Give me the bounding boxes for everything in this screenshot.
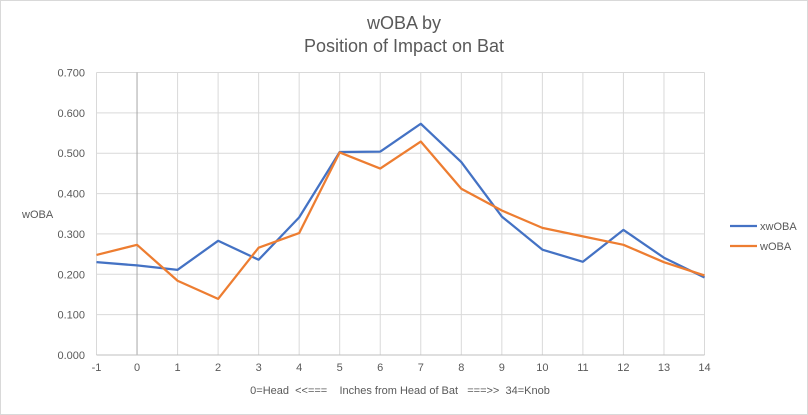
chart-title-line-2: Position of Impact on Bat <box>304 36 504 56</box>
x-tick-label: 5 <box>337 362 343 374</box>
y-tick-label: 0.700 <box>57 68 85 80</box>
x-tick-label: 0 <box>134 362 140 374</box>
y-axis-label: wOBA <box>21 209 54 221</box>
y-tick-label: 0.000 <box>57 350 85 362</box>
series-line-xwoba <box>96 122 705 279</box>
x-tick-label: 13 <box>658 362 670 374</box>
x-tick-label: -1 <box>92 362 102 374</box>
x-tick-label: 2 <box>215 362 221 374</box>
series-line-woba <box>96 140 705 301</box>
x-tick-label: 10 <box>536 362 548 374</box>
x-tick-label: 4 <box>296 362 302 374</box>
x-axis-label: 0=Head <<=== Inches from Head of Bat ===… <box>250 385 550 397</box>
y-tick-label: 0.400 <box>57 189 85 201</box>
x-tick-label: 1 <box>175 362 181 374</box>
x-tick-label: 6 <box>377 362 383 374</box>
y-tick-label: 0.600 <box>57 108 85 120</box>
x-tick-label: 3 <box>256 362 262 374</box>
y-tick-label: 0.100 <box>57 310 85 322</box>
x-tick-label: 11 <box>577 362 588 374</box>
legend-label-woba: wOBA <box>759 241 792 253</box>
x-tick-label: 12 <box>617 362 629 374</box>
chart-title-line-1: wOBA by <box>366 13 441 33</box>
y-tick-label: 0.500 <box>57 148 85 160</box>
legend-label-xwoba: xwOBA <box>760 221 797 233</box>
x-tick-label: 7 <box>418 362 424 374</box>
x-tick-label: 14 <box>698 362 710 374</box>
x-tick-label: 9 <box>499 362 505 374</box>
y-tick-label: 0.200 <box>57 269 85 281</box>
y-tick-label: 0.300 <box>57 229 85 241</box>
x-tick-label: 8 <box>458 362 464 374</box>
